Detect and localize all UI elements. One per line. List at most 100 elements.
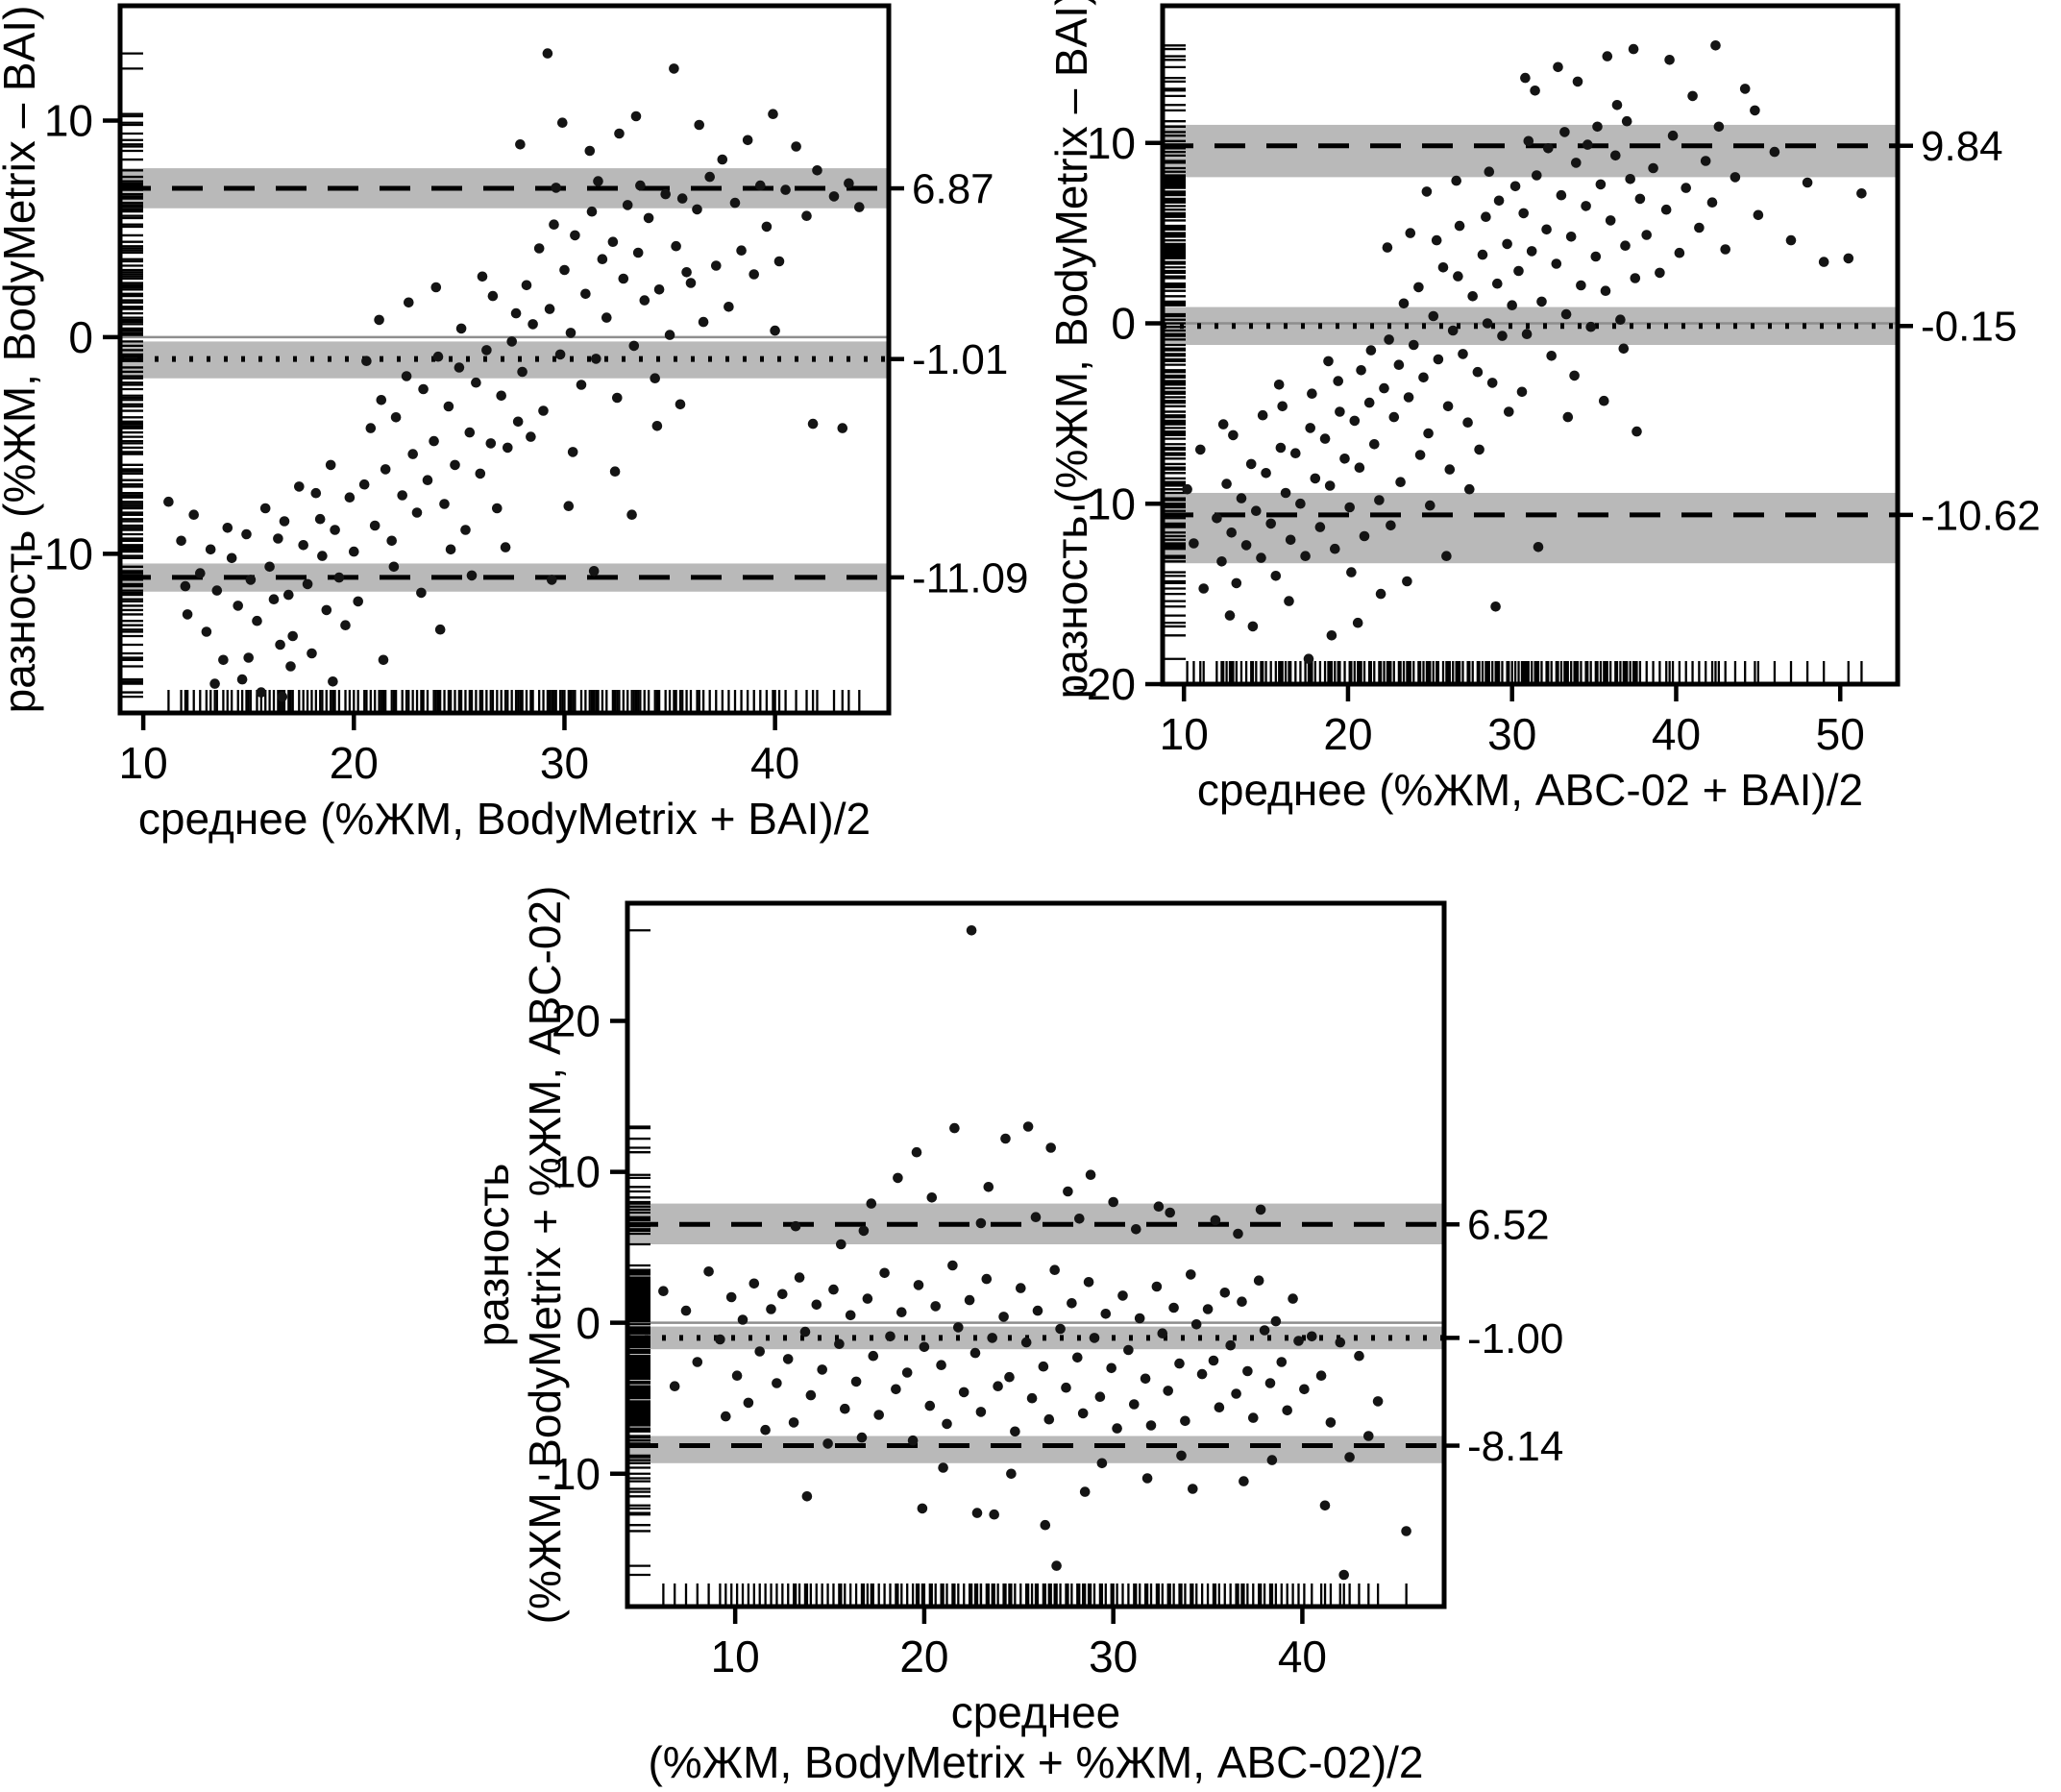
scatter-point xyxy=(533,243,545,254)
scatter-point xyxy=(439,499,450,509)
scatter-point xyxy=(1618,343,1630,355)
scatter-point xyxy=(279,516,290,527)
x-tick-label: 30 xyxy=(1089,1632,1138,1682)
x-axis-title: (%ЖМ, BodyMetrix + %ЖМ, ABC-02)/2 xyxy=(648,1737,1423,1787)
scatter-point xyxy=(1077,1408,1088,1419)
scatter-point xyxy=(333,572,345,583)
scatter-point xyxy=(839,1403,850,1414)
scatter-point xyxy=(964,1294,974,1306)
scatter-point xyxy=(896,1307,907,1317)
scatter-point xyxy=(1253,1275,1264,1286)
scatter-point xyxy=(694,119,704,131)
scatter-point xyxy=(1241,1365,1253,1377)
scatter-point xyxy=(1111,1423,1122,1434)
scatter-point xyxy=(1379,382,1389,394)
scatter-point xyxy=(1167,1302,1179,1313)
ci-band-upper-loa xyxy=(1163,124,1898,178)
scatter-point xyxy=(1195,444,1206,455)
scatter-point xyxy=(1265,518,1276,529)
scatter-point xyxy=(1224,1339,1236,1351)
scatter-point xyxy=(182,609,193,620)
scatter-point xyxy=(1333,376,1343,386)
scatter-point xyxy=(1292,1336,1304,1346)
scatter-point xyxy=(714,1334,725,1345)
scatter-point xyxy=(811,1299,822,1311)
scatter-point xyxy=(1062,1186,1073,1197)
scatter-point xyxy=(176,535,186,547)
scatter-point xyxy=(986,1333,997,1343)
scatter-point xyxy=(822,1438,833,1449)
scatter-point xyxy=(612,392,623,404)
scatter-point xyxy=(526,431,536,442)
scatter-point xyxy=(748,269,759,280)
scatter-point xyxy=(492,503,503,514)
scatter-point xyxy=(866,1198,876,1209)
scatter-point xyxy=(1428,310,1439,322)
x-tick-label: 20 xyxy=(899,1632,948,1682)
scatter-point xyxy=(283,589,294,601)
scatter-point xyxy=(614,128,625,139)
scatter-point xyxy=(780,184,791,195)
scatter-point xyxy=(1319,433,1331,444)
y-tick-label: 10 xyxy=(551,1147,600,1197)
scatter-point xyxy=(1175,1450,1187,1461)
scatter-point xyxy=(1384,334,1394,345)
scatter-point xyxy=(349,546,359,557)
scatter-point xyxy=(1359,530,1370,542)
scatter-point xyxy=(1224,610,1236,621)
scatter-point xyxy=(790,1220,800,1232)
scatter-point xyxy=(1043,1413,1054,1425)
scatter-point xyxy=(768,109,778,119)
scatter-point xyxy=(450,459,460,471)
scatter-point xyxy=(755,180,766,191)
scatter-point xyxy=(1009,1426,1020,1437)
bland-altman-figure-1: 10 20 30 40 -10 0 10 6.87 -1.01 -11.09 среднее (%Ж… xyxy=(0,0,1052,846)
scatter-point xyxy=(1335,406,1345,417)
scatter-point xyxy=(361,356,372,367)
plot3-canvas: 10 20 30 40-10010206.52-1.00-8.14среднее(%Ж… xyxy=(473,846,1588,1792)
scatter-point xyxy=(657,1286,669,1296)
scatter-point xyxy=(1164,1207,1175,1218)
scatter-point xyxy=(1273,380,1285,390)
scatter-point xyxy=(937,1462,948,1473)
scatter-point xyxy=(1079,1486,1090,1497)
scatter-point xyxy=(252,615,262,626)
scatter-point xyxy=(1523,135,1534,147)
scatter-point xyxy=(388,561,400,573)
scatter-point xyxy=(1270,1315,1281,1327)
scatter-point xyxy=(761,221,773,233)
scatter-point xyxy=(576,380,587,390)
bland-altman-figure-2: 10 20 30 40 50 -20 -10 0 10 9.84 -0.15 -10.62 средне… xyxy=(1052,0,2061,846)
scatter-point xyxy=(1048,1264,1060,1275)
scatter-point xyxy=(1453,271,1463,282)
annotation-upper-loa: 6.52 xyxy=(1467,1202,1550,1249)
scatter-point xyxy=(1162,1386,1173,1396)
scatter-point xyxy=(188,509,199,520)
y-tick-label: 0 xyxy=(1111,299,1136,349)
scatter-point xyxy=(1572,76,1583,87)
scatter-point xyxy=(1212,513,1222,524)
annotation-mean-bias: -1.00 xyxy=(1467,1315,1563,1362)
scatter-point xyxy=(1414,450,1426,460)
scatter-point xyxy=(180,580,191,592)
scatter-point xyxy=(913,1280,923,1290)
scatter-point xyxy=(1261,468,1271,479)
scatter-point xyxy=(544,304,555,314)
scatter-point xyxy=(988,1509,999,1520)
scatter-point xyxy=(1356,365,1366,376)
scatter-point xyxy=(1444,464,1456,475)
scatter-point xyxy=(1369,439,1380,450)
scatter-point xyxy=(1431,234,1442,246)
x-tick-label: 40 xyxy=(1277,1632,1326,1682)
scatter-point xyxy=(565,328,577,338)
scatter-point xyxy=(1285,534,1296,546)
x-tick-label: 40 xyxy=(1652,709,1701,759)
scatter-point xyxy=(515,139,526,150)
scatter-point xyxy=(1462,417,1473,429)
scatter-point xyxy=(878,1267,890,1279)
x-axis-title: среднее (%ЖМ, BodyMetrix + BAI)/2 xyxy=(138,794,871,844)
scatter-point xyxy=(935,1360,946,1370)
scatter-point xyxy=(1128,1399,1140,1410)
scatter-point xyxy=(1040,1519,1050,1531)
scatter-point xyxy=(1504,406,1514,417)
